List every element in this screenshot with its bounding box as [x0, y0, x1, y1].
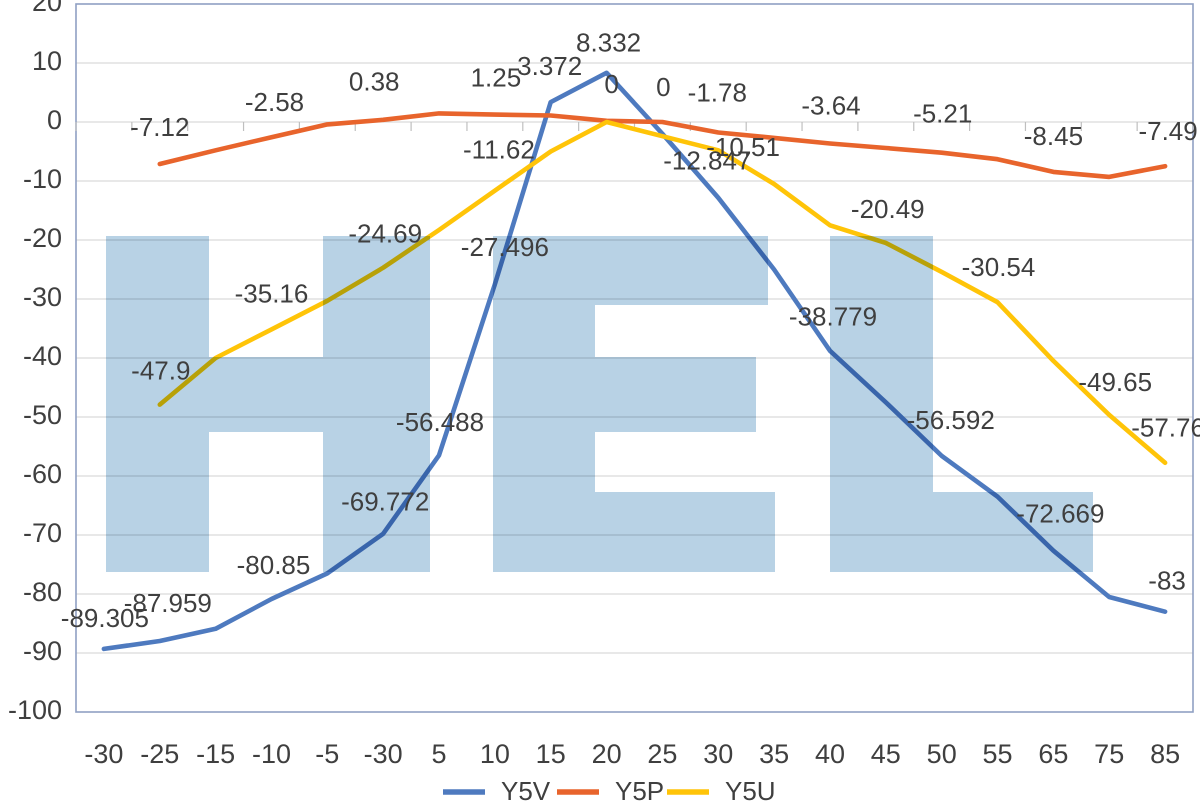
legend-label-Y5P: Y5P — [615, 776, 664, 806]
watermark-block — [323, 236, 430, 572]
y-axis-labels: 20 10 0 -10 -20 -30 -40 -50 -60 -70 -80 -90 -100 — [8, 0, 62, 725]
x-axis-category-label: 40 — [815, 739, 845, 769]
x-axis-category-label: 10 — [480, 739, 510, 769]
x-axis-category-label: 20 — [592, 739, 622, 769]
x-axis-category-label: 35 — [759, 739, 789, 769]
y-axis-tick-label: -100 — [8, 695, 62, 725]
x-axis-category-label: 45 — [871, 739, 901, 769]
legend-label-Y5U: Y5U — [725, 776, 776, 806]
data-label-Y5P: -3.64 — [801, 90, 860, 120]
data-label-Y5V: -12.847 — [663, 146, 751, 176]
x-axis-category-label: 30 — [703, 739, 733, 769]
watermark-block — [830, 236, 933, 572]
data-label-Y5U: -10.51 — [706, 132, 780, 162]
x-axis-category-label: -15 — [196, 739, 235, 769]
watermark-block — [595, 492, 775, 572]
data-label-Y5U: -30.54 — [962, 252, 1036, 282]
x-axis-labels: -30 -25 -15 -10 -5 -30 5 10 15 20 25 30 35 40 45 50 55 65… — [84, 739, 1180, 769]
series-line-Y5P — [157, 111, 1168, 180]
watermark-block — [209, 357, 323, 432]
x-axis-category-label: -30 — [84, 739, 123, 769]
x-axis-category-label: -5 — [315, 739, 339, 769]
data-label-Y5V: -27.496 — [461, 232, 549, 262]
x-axis-category-label: 25 — [647, 739, 677, 769]
x-axis-category-label: 75 — [1094, 739, 1124, 769]
y-axis-tick-label: 0 — [47, 105, 62, 135]
y-axis-tick-label: 10 — [32, 46, 62, 76]
y-axis-tick-label: -40 — [23, 341, 62, 371]
data-label-Y5V: -56.488 — [396, 407, 484, 437]
watermark-HEL — [106, 236, 1093, 572]
data-label-Y5V: -89.305 — [61, 603, 149, 633]
data-label-Y5P: -5.21 — [913, 99, 972, 129]
legend-item-Y5P: Y5P — [557, 776, 664, 806]
y-axis-tick-label: -90 — [23, 636, 62, 666]
data-label-Y5U: -24.69 — [348, 219, 422, 249]
watermark-block — [933, 492, 1093, 572]
data-label-Y5P: -1.78 — [688, 77, 747, 107]
x-axis-category-label: 50 — [927, 739, 957, 769]
series-line-Y5V — [101, 70, 1168, 652]
data-label-Y5P: -7.12 — [130, 112, 189, 142]
data-label-Y5V: -83 — [1148, 566, 1186, 596]
watermark-block — [493, 236, 595, 572]
data-label-Y5V: -80.85 — [237, 550, 311, 580]
plot-border — [75, 3, 1194, 713]
data-label-Y5U: -35.16 — [235, 278, 309, 308]
x-axis-category-label: -10 — [252, 739, 291, 769]
x-axis-category-label: -30 — [364, 739, 403, 769]
x-axis-category-label: 55 — [982, 739, 1012, 769]
x-axis-category-label: 65 — [1038, 739, 1068, 769]
legend-item-Y5V: Y5V — [443, 776, 551, 806]
data-label-Y5V: 8.332 — [576, 28, 641, 58]
watermark-block — [106, 236, 209, 572]
y-axis-tick-label: -30 — [23, 282, 62, 312]
x-axis-category-label: 15 — [536, 739, 566, 769]
y-axis-tick-label: -50 — [23, 400, 62, 430]
data-label-Y5V: -87.959 — [124, 588, 212, 618]
data-label-Y5P: -2.58 — [245, 87, 304, 117]
data-label-Y5U: -20.49 — [851, 194, 925, 224]
data-label-Y5V: -38.779 — [789, 302, 877, 332]
y-axis-tick-label: -20 — [23, 223, 62, 253]
legend-label-Y5V: Y5V — [501, 776, 551, 806]
x-axis-category-label: -25 — [140, 739, 179, 769]
watermark-block — [595, 236, 768, 305]
data-label-Y5U: -47.9 — [131, 355, 190, 385]
data-label-Y5U: -57.76 — [1131, 413, 1200, 443]
y-axis-tick-label: -60 — [23, 459, 62, 489]
legend: Y5V Y5P Y5U — [443, 776, 776, 806]
data-label-Y5P: 0.38 — [349, 67, 400, 97]
data-label-Y5U: -49.65 — [1078, 367, 1152, 397]
data-label-Y5V: -72.669 — [1016, 499, 1104, 529]
x-axis-category-label: 5 — [431, 739, 446, 769]
data-label-Y5P: -8.45 — [1024, 121, 1083, 151]
data-label-Y5P: -7.49 — [1138, 116, 1197, 146]
legend-item-Y5U: Y5U — [667, 776, 776, 806]
data-label-Y5U: 0 — [604, 69, 618, 99]
data-label-Y5P: 1.25 — [471, 62, 522, 92]
data-label-Y5U: -11.62 — [463, 134, 535, 164]
y-axis-tick-label: -70 — [23, 518, 62, 548]
watermark-block — [595, 357, 756, 432]
data-label-Y5V: -56.592 — [907, 405, 995, 435]
data-label-Y5V: 3.372 — [517, 51, 582, 81]
y-axis-tick-label: 20 — [32, 0, 62, 17]
y-axis-tick-label: -10 — [23, 164, 62, 194]
y-axis-tick-label: -80 — [23, 577, 62, 607]
data-labels: -89.305-87.959 -80.85 -69.772 -56.488 -27.49… — [61, 28, 1200, 633]
x-axis-category-label: 85 — [1150, 739, 1180, 769]
data-label-Y5V: -69.772 — [341, 487, 429, 517]
data-label-Y5P: 0 — [656, 72, 670, 102]
